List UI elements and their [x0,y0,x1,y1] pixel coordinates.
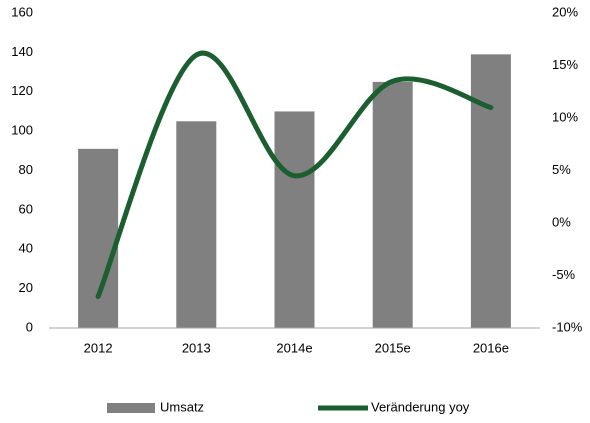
x-tick-label: 2014e [276,340,312,355]
bar [78,148,119,328]
line [95,50,494,299]
y-tick-label: 40 [19,241,33,256]
legend-swatch [107,403,155,413]
bar [372,81,413,328]
bar [470,54,511,328]
y-tick-label: 160 [11,4,33,19]
y-tick-label: 80 [19,162,33,177]
y2-tick-label: -5% [552,267,576,282]
legend-label: Veränderung yoy [371,399,470,414]
x-tick-label: 2016e [473,340,509,355]
y2-tick-label: -10% [552,319,583,334]
y2-tick-label: 20% [552,4,578,19]
y-tick-label: 120 [11,83,33,98]
bar [176,121,217,328]
x-tick-label: 2012 [84,340,113,355]
legend-label: Umsatz [160,399,204,414]
y-tick-label: 0 [26,319,33,334]
y2-tick-label: 5% [552,162,571,177]
x-tick-label: 2013 [182,340,211,355]
y2-tick-label: 0% [552,214,571,229]
y-tick-label: 60 [19,201,33,216]
y2-tick-label: 10% [552,109,578,124]
y-tick-label: 100 [11,123,33,138]
x-tick-label: 2015e [375,340,411,355]
bar [274,111,315,328]
y-tick-label: 20 [19,280,33,295]
y-tick-label: 140 [11,44,33,59]
y2-tick-label: 15% [552,57,578,72]
